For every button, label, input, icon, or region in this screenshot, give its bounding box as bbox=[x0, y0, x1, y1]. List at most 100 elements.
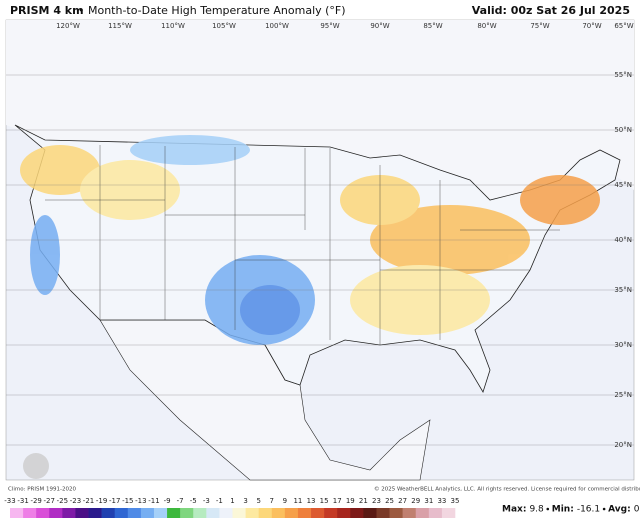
colorbar-swatch bbox=[75, 508, 89, 518]
longitude-label: 85°W bbox=[423, 22, 442, 30]
colorbar-label: -7 bbox=[177, 497, 184, 505]
stat-label: Min: bbox=[552, 505, 574, 515]
colorbar-swatch bbox=[114, 508, 129, 518]
product: PRISM 4 km bbox=[10, 4, 84, 17]
separator bbox=[602, 507, 606, 511]
colorbar-label: 33 bbox=[437, 497, 446, 505]
longitude-label: 65°W bbox=[614, 22, 633, 30]
colorbar-label: 35 bbox=[451, 497, 460, 505]
stat-label: Max: bbox=[502, 505, 526, 515]
colorbar-label: 7 bbox=[270, 497, 274, 505]
colorbar-label: -23 bbox=[70, 497, 81, 505]
colorbar-swatch bbox=[180, 508, 194, 518]
latitude-label: 55°N bbox=[614, 71, 632, 79]
separator bbox=[546, 507, 550, 511]
colorbar-label: -5 bbox=[190, 497, 197, 505]
stat-label: Avg: bbox=[608, 505, 631, 515]
latitude-label: 40°N bbox=[614, 236, 632, 244]
colorbar-swatch bbox=[284, 508, 299, 518]
colorbar-swatch bbox=[153, 508, 168, 518]
colorbar-swatch bbox=[324, 508, 338, 518]
logo bbox=[23, 453, 49, 479]
longitude-label: 80°W bbox=[477, 22, 496, 30]
colorbar-label: 27 bbox=[398, 497, 407, 505]
colorbar-label: -3 bbox=[203, 497, 210, 505]
colorbar-label: -11 bbox=[148, 497, 159, 505]
colorbar-swatch bbox=[167, 508, 181, 518]
longitude-label: 95°W bbox=[320, 22, 339, 30]
latitude-label: 45°N bbox=[614, 181, 632, 189]
latitude-label: 20°N bbox=[614, 441, 632, 449]
colorbar-label: 5 bbox=[256, 497, 260, 505]
valid: Valid: 00z Sat 26 Jul 2025 bbox=[472, 4, 630, 17]
footer-band bbox=[6, 481, 634, 505]
longitude-label: 90°W bbox=[370, 22, 389, 30]
colorbar-label: 29 bbox=[411, 497, 420, 505]
longitude-label: 120°W bbox=[56, 22, 80, 30]
colorbar-label: 13 bbox=[307, 497, 316, 505]
colorbar-swatch bbox=[23, 508, 37, 518]
colorbar-label: 21 bbox=[359, 497, 368, 505]
latitude-label: 50°N bbox=[614, 126, 632, 134]
stat-value: 0.6 bbox=[634, 505, 640, 515]
colorbar-swatch bbox=[245, 508, 259, 518]
colorbar-swatch bbox=[232, 508, 246, 518]
colorbar-label: -17 bbox=[109, 497, 120, 505]
colorbar-label: -15 bbox=[122, 497, 133, 505]
longitude-label: 115°W bbox=[108, 22, 132, 30]
colorbar-label: -25 bbox=[57, 497, 68, 505]
colorbar-swatch bbox=[36, 508, 50, 518]
longitude-label: 100°W bbox=[265, 22, 289, 30]
stat-value: 9.8 bbox=[529, 505, 544, 515]
colorbar-swatch bbox=[415, 508, 430, 518]
climo: Climo: PRISM 1991-2020 bbox=[8, 487, 76, 493]
latitude-label: 35°N bbox=[614, 286, 632, 294]
colorbar-swatch bbox=[206, 508, 220, 518]
longitude-label: 105°W bbox=[212, 22, 236, 30]
colorbar-label: -19 bbox=[96, 497, 107, 505]
colorbar-label: -29 bbox=[30, 497, 41, 505]
colorbar-swatch bbox=[101, 508, 116, 518]
colorbar-label: -9 bbox=[164, 497, 171, 505]
colorbar-label: -33 bbox=[4, 497, 15, 505]
colorbar-swatch bbox=[271, 508, 286, 518]
colorbar-label: 17 bbox=[333, 497, 342, 505]
colorbar-label: 31 bbox=[424, 497, 433, 505]
colorbar-label: 9 bbox=[283, 497, 287, 505]
colorbar-swatch bbox=[350, 508, 364, 518]
colorbar-swatch bbox=[363, 508, 377, 518]
colorbar-label: 15 bbox=[320, 497, 329, 505]
colorbar-label: -13 bbox=[135, 497, 146, 505]
colorbar-swatch bbox=[441, 508, 456, 518]
colorbar-swatch bbox=[219, 508, 233, 518]
colorbar-label: -31 bbox=[17, 497, 28, 505]
colorbar-swatch bbox=[389, 508, 403, 518]
colorbar-swatch bbox=[62, 508, 76, 518]
colorbar-swatch bbox=[88, 508, 102, 518]
colorbar-label: 11 bbox=[293, 497, 302, 505]
colorbar-swatch bbox=[140, 508, 155, 518]
colorbar-label: -21 bbox=[83, 497, 94, 505]
colorbar-swatch bbox=[127, 508, 142, 518]
colorbar-swatch bbox=[376, 508, 390, 518]
colorbar-swatch bbox=[10, 508, 24, 518]
graticule bbox=[6, 74, 634, 446]
longitude-label: 110°W bbox=[161, 22, 185, 30]
colorbar-swatch bbox=[311, 508, 325, 518]
longitude-label: 75°W bbox=[530, 22, 549, 30]
colorbar-swatch bbox=[193, 508, 207, 518]
latitude-label: 30°N bbox=[614, 341, 632, 349]
stat-value: -16.1 bbox=[577, 505, 600, 515]
longitude-label: 70°W bbox=[582, 22, 601, 30]
colorbar-label: 23 bbox=[372, 497, 381, 505]
colorbar-label: 25 bbox=[385, 497, 394, 505]
colorbar-label: -1 bbox=[216, 497, 223, 505]
colorbar-label: 19 bbox=[346, 497, 355, 505]
colorbar-swatch bbox=[337, 508, 351, 518]
state-lines bbox=[45, 145, 560, 345]
colorbar-swatch bbox=[402, 508, 417, 518]
title: • Month-to-Date High Temperature Anomaly… bbox=[78, 4, 346, 17]
copyright: © 2025 WeatherBELL Analytics, LLC. All r… bbox=[374, 486, 640, 493]
colorbar-swatch bbox=[49, 508, 63, 518]
